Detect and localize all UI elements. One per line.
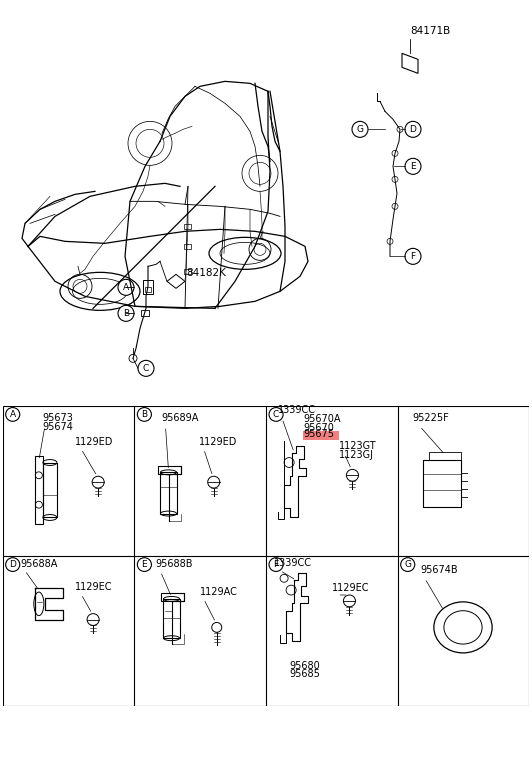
Circle shape xyxy=(137,408,152,421)
Text: C: C xyxy=(273,410,279,419)
Text: 1129ED: 1129ED xyxy=(198,437,237,447)
Circle shape xyxy=(405,158,421,175)
Text: C: C xyxy=(143,363,149,373)
Bar xyxy=(184,269,191,275)
Text: 1129EC: 1129EC xyxy=(75,582,113,592)
Text: E: E xyxy=(142,560,147,569)
Circle shape xyxy=(137,558,152,572)
Circle shape xyxy=(118,279,134,296)
Text: 1129AC: 1129AC xyxy=(200,587,237,597)
Text: 84182K: 84182K xyxy=(186,268,226,278)
Text: 95225F: 95225F xyxy=(413,413,450,424)
Text: G: G xyxy=(404,560,411,569)
Circle shape xyxy=(352,122,368,137)
Text: HYUNDAI  KIA - 9567125300     N - 95675: HYUNDAI KIA - 9567125300 N - 95675 xyxy=(79,736,453,754)
Text: 95680: 95680 xyxy=(289,661,320,671)
Text: 1129ED: 1129ED xyxy=(75,437,113,447)
Text: 1339CC: 1339CC xyxy=(274,558,312,568)
Bar xyxy=(184,225,191,229)
Text: E: E xyxy=(410,162,416,171)
Text: F: F xyxy=(410,252,415,261)
Text: 1123GJ: 1123GJ xyxy=(339,449,375,459)
Text: B: B xyxy=(142,410,147,419)
Circle shape xyxy=(401,558,415,572)
Text: 95674: 95674 xyxy=(43,422,74,432)
Text: 1123GT: 1123GT xyxy=(339,441,377,451)
Bar xyxy=(161,473,177,513)
Circle shape xyxy=(392,204,398,209)
Polygon shape xyxy=(167,275,185,289)
Text: 95688A: 95688A xyxy=(21,558,58,569)
Circle shape xyxy=(269,558,283,572)
Text: 95688B: 95688B xyxy=(155,558,193,569)
Bar xyxy=(35,456,43,524)
Bar xyxy=(423,459,461,507)
Text: 95670: 95670 xyxy=(303,423,334,433)
Circle shape xyxy=(387,239,393,244)
Text: 84171B: 84171B xyxy=(410,27,450,37)
Bar xyxy=(184,244,191,250)
Text: A: A xyxy=(10,410,16,419)
Circle shape xyxy=(392,176,398,183)
Bar xyxy=(159,466,180,474)
Text: 95689A: 95689A xyxy=(162,413,199,424)
Text: 1129EC: 1129EC xyxy=(332,583,370,593)
Circle shape xyxy=(397,126,403,133)
FancyBboxPatch shape xyxy=(303,431,339,440)
Bar xyxy=(145,287,151,292)
Text: 95673: 95673 xyxy=(43,413,74,424)
Text: G: G xyxy=(356,125,363,134)
Text: 95670A: 95670A xyxy=(303,414,340,424)
Text: 95685: 95685 xyxy=(289,669,320,679)
Bar xyxy=(162,593,184,601)
Text: B: B xyxy=(123,309,129,318)
Circle shape xyxy=(118,305,134,321)
Bar xyxy=(429,452,461,459)
Circle shape xyxy=(6,558,20,572)
Circle shape xyxy=(405,122,421,137)
Circle shape xyxy=(269,408,283,421)
Bar xyxy=(43,463,57,517)
Text: A: A xyxy=(123,283,129,292)
Text: 95674B: 95674B xyxy=(421,566,459,576)
Circle shape xyxy=(392,151,398,156)
Circle shape xyxy=(405,248,421,264)
Text: 1339CC: 1339CC xyxy=(278,406,316,416)
Text: F: F xyxy=(273,560,279,569)
Bar xyxy=(141,310,149,317)
Bar xyxy=(163,599,180,638)
Bar xyxy=(143,280,153,294)
Circle shape xyxy=(129,354,137,363)
Polygon shape xyxy=(402,53,418,73)
Circle shape xyxy=(138,360,154,376)
Text: D: D xyxy=(410,125,417,134)
Circle shape xyxy=(6,408,20,421)
Text: 95675: 95675 xyxy=(303,429,334,439)
Text: D: D xyxy=(9,560,16,569)
